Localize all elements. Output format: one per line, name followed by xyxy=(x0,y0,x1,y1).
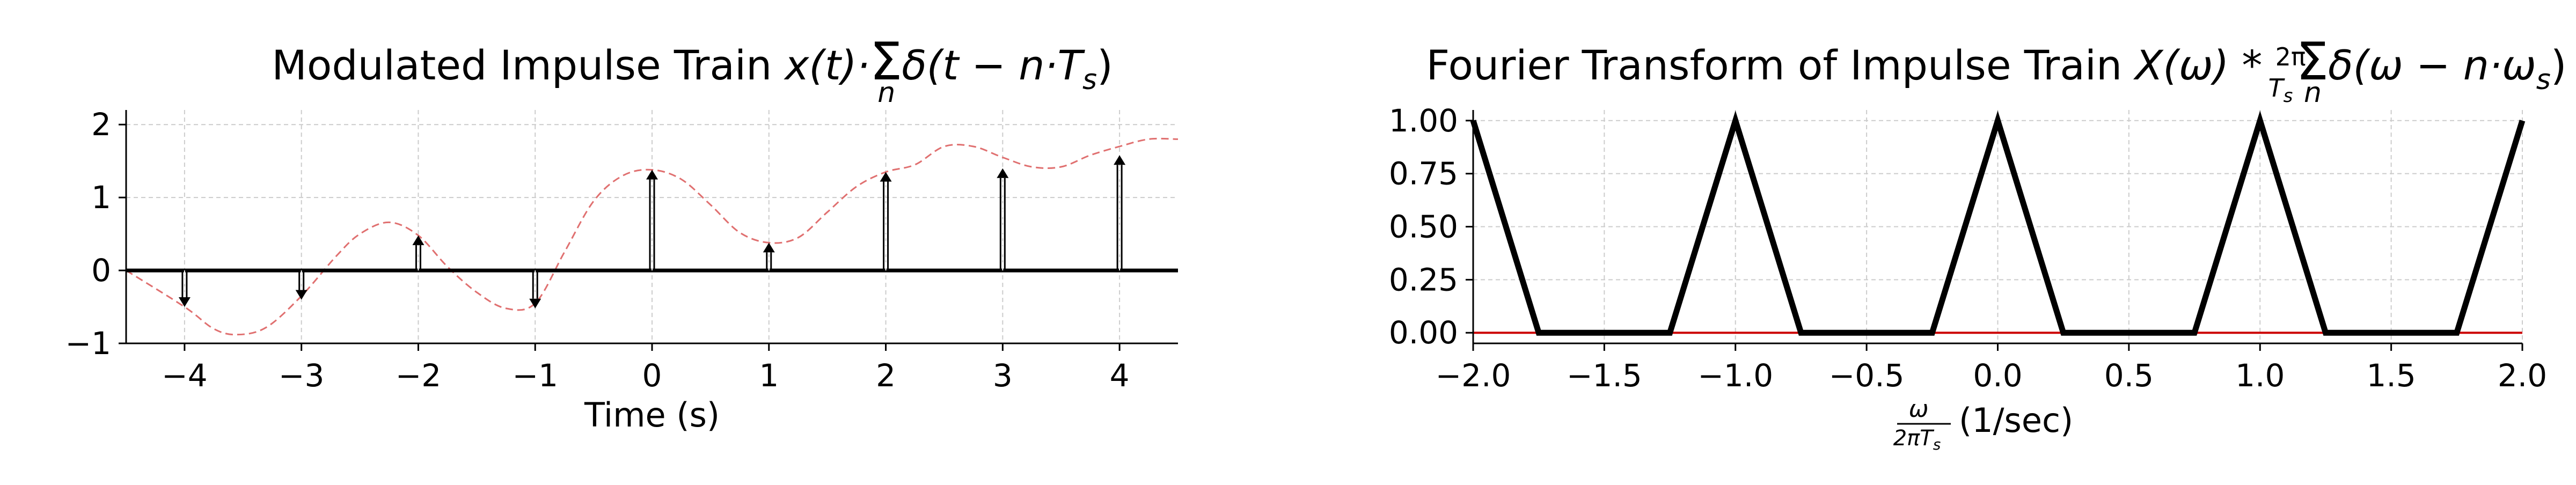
chart2-title-frac-den-sub: s xyxy=(2284,85,2293,107)
chart1-xtick-label-0: −4 xyxy=(162,357,208,394)
chart2-xtick-label-2: −1.0 xyxy=(1697,357,1773,394)
chart1-xtick-label-1: −3 xyxy=(279,357,325,394)
chart1-impulse-4 xyxy=(646,170,658,271)
chart1-title-math-a: x(t)· xyxy=(784,41,869,89)
chart2-title-math-a: X(ω) * xyxy=(2133,41,2275,89)
chart1-impulse-2 xyxy=(412,235,425,271)
chart2-x-axis-label: ω 2πTs (1/sec) xyxy=(1893,395,2074,453)
chart2-xlabel-units: (1/sec) xyxy=(1959,401,2073,440)
chart2-title-frac-den: T xyxy=(2268,74,2286,102)
chart2-title-text: Fourier Transform of Impulse Train xyxy=(1426,41,2135,89)
chart1-impulse-3 xyxy=(529,270,541,308)
chart1-impulse-7 xyxy=(997,168,1009,271)
chart2-xtick-label-4: 0.0 xyxy=(1973,357,2022,394)
chart2-xlabel-frac-den: 2πTs xyxy=(1893,426,1941,453)
chart2-ytick-label-1: 0.25 xyxy=(1389,261,1458,298)
chart2-ytick-label-2: 0.50 xyxy=(1389,209,1458,245)
chart1-y-ticks: −1 0 1 2 xyxy=(65,106,126,362)
chart1-ytick-label-3: 2 xyxy=(91,106,111,143)
chart2-title-sigma: Σ xyxy=(2296,32,2329,92)
chart1-impulse-1 xyxy=(295,270,308,300)
chart1-title-text: Modulated Impulse Train xyxy=(272,41,785,89)
chart2-grid xyxy=(1473,110,2523,343)
chart1-xtick-label-5: 1 xyxy=(759,357,779,394)
chart2-xtick-label-7: 1.5 xyxy=(2367,357,2416,394)
chart1-title-math-b: δ(t − n·T xyxy=(902,41,1085,89)
chart1-xtick-label-6: 2 xyxy=(876,357,896,394)
chart2-title-sub-s: s xyxy=(2536,64,2551,96)
chart1-title-sigma: Σ xyxy=(870,32,903,92)
chart1-xtick-label-8: 4 xyxy=(1110,357,1130,394)
chart2-y-ticks: 0.00 0.25 0.50 0.75 1.00 xyxy=(1389,102,1473,351)
chart2-x-ticks: −2.0 −1.5 −1.0 −0.5 0.0 0.5 1.0 1.5 2.0 xyxy=(1436,343,2547,394)
chart2-spectrum-line xyxy=(1470,111,2526,336)
chart2-title: Fourier Transform of Impulse Train X(ω) … xyxy=(1426,32,2566,109)
chart2-xlabel-frac-num: ω xyxy=(1909,395,1929,423)
chart1-impulse-0 xyxy=(178,270,191,307)
chart2-xtick-label-6: 1.0 xyxy=(2235,357,2285,394)
chart2-xtick-label-5: 0.5 xyxy=(2104,357,2154,394)
chart1-plot: −4 −3 −2 −1 0 1 2 3 4 −1 0 1 2 Time (s) xyxy=(65,106,1179,435)
chart1-ytick-label-2: 1 xyxy=(91,179,111,216)
chart2-xtick-label-3: −0.5 xyxy=(1829,357,1905,394)
chart2-xtick-label-8: 2.0 xyxy=(2498,357,2547,394)
chart1-envelope-curve xyxy=(126,137,1179,336)
chart2-ytick-label-0: 0.00 xyxy=(1389,314,1458,351)
chart1-title-sub-s: s xyxy=(1082,64,1097,96)
chart1-impulse-5 xyxy=(763,242,775,271)
chart1-impulses xyxy=(178,155,1126,308)
chart2-xtick-label-0: −2.0 xyxy=(1436,357,1511,394)
chart1-ytick-label-1: 0 xyxy=(91,252,111,289)
chart1-xtick-label-2: −2 xyxy=(396,357,442,394)
chart1-title-close: ) xyxy=(1097,41,1113,89)
chart1-xtick-label-7: 3 xyxy=(993,357,1013,394)
chart2-title-math-b: δ(ω − n·ω xyxy=(2328,41,2536,89)
chart1-xtick-label-3: −1 xyxy=(512,357,558,394)
chart2-plot: −2.0 −1.5 −1.0 −0.5 0.0 0.5 1.0 1.5 2.0 0.00 0.25… xyxy=(1389,102,2547,453)
chart2-ytick-label-3: 0.75 xyxy=(1389,156,1458,192)
chart2-ytick-label-4: 1.00 xyxy=(1389,102,1458,139)
chart1-impulse-6 xyxy=(880,172,892,271)
chart1-ytick-label-0: −1 xyxy=(65,325,112,362)
chart1-x-ticks: −4 −3 −2 −1 0 1 2 3 4 xyxy=(162,343,1130,394)
chart1-xtick-label-4: 0 xyxy=(642,357,662,394)
chart2-xtick-label-1: −1.5 xyxy=(1567,357,1642,394)
chart1-title: Modulated Impulse Train x(t)·Σ nδ(t − n·T… xyxy=(272,32,1113,109)
chart2-title-sum-index: n xyxy=(2304,77,2322,109)
chart1-impulse-8 xyxy=(1114,155,1126,271)
chart2-title-close: ) xyxy=(2551,41,2567,89)
chart1-title-sum-index: n xyxy=(877,77,895,109)
chart1-x-axis-label: Time (s) xyxy=(584,395,720,435)
chart2-title-frac-num: 2π xyxy=(2275,42,2306,71)
